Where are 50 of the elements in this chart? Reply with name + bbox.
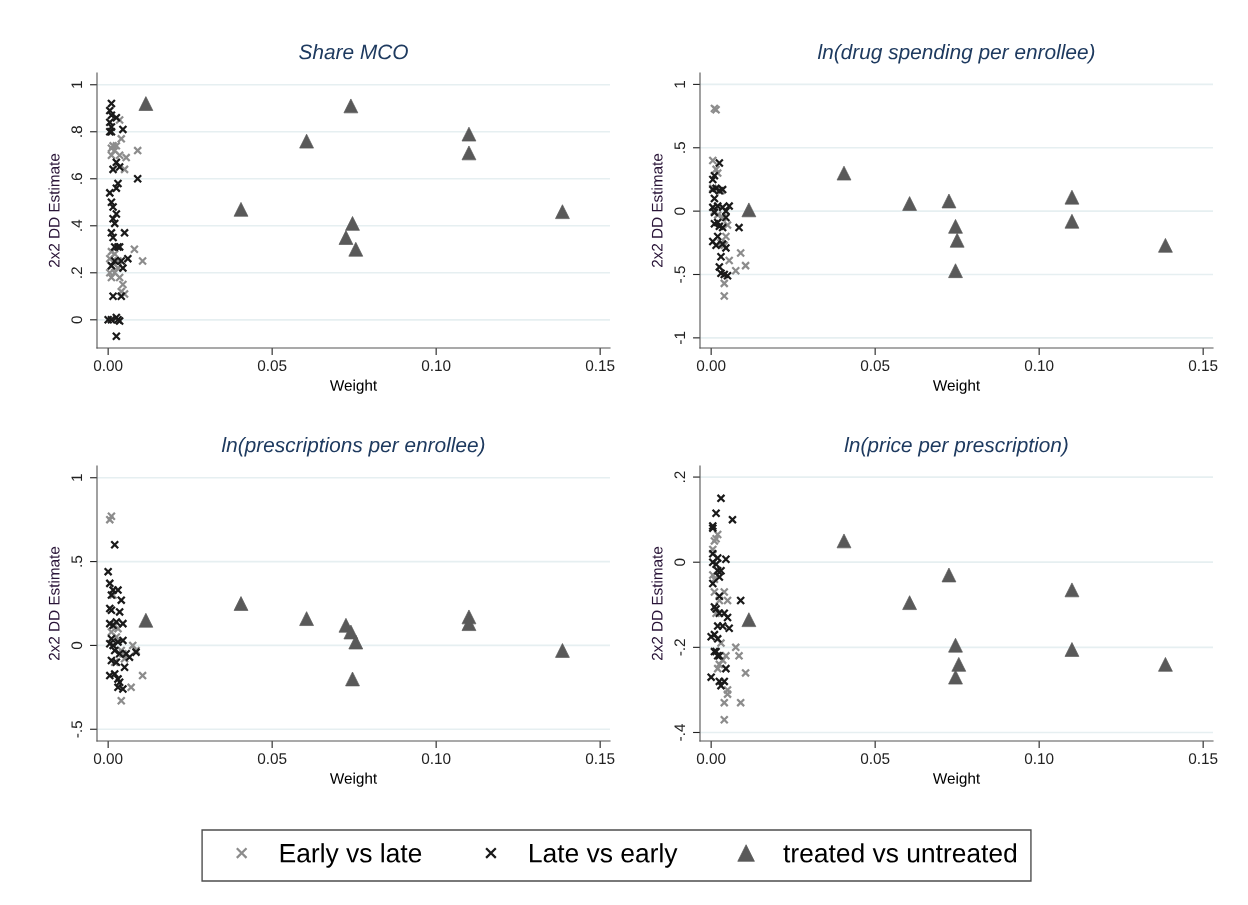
x-tick-label: 0.00 xyxy=(696,360,726,372)
legend-label: treated vs untreated xyxy=(783,843,1017,863)
y-tick-label: .4 xyxy=(71,219,83,231)
legend-label: Early vs late xyxy=(280,843,422,868)
y-tick-label: 0 xyxy=(71,316,83,324)
x-tick-label: 0.15 xyxy=(1188,753,1218,765)
x-tick-label: 0.05 xyxy=(860,753,890,765)
y-tick-label: 1 xyxy=(71,81,83,88)
y-tick-label: -1 xyxy=(674,331,686,344)
y-axis-title: 2x2 DD Estimate xyxy=(48,546,60,661)
y-tick-label: -.5 xyxy=(674,266,686,283)
legend-label: Late vs early xyxy=(530,843,678,868)
y-tick-label: .2 xyxy=(674,471,686,483)
chart-title: ln(price per prescription) xyxy=(844,437,1068,457)
y-tick-label: -.5 xyxy=(71,720,83,738)
x-tick-label: 0.10 xyxy=(1024,360,1054,372)
x-tick-label: 0.15 xyxy=(1188,360,1218,372)
x-tick-label: 0.00 xyxy=(93,360,123,372)
x-tick-label: 0.05 xyxy=(860,360,890,372)
x-tick-label: 0.05 xyxy=(257,360,287,372)
y-axis-title: 2x2 DD Estimate xyxy=(651,546,663,661)
x-tick-label: 0.00 xyxy=(696,753,726,765)
chart-title: Share MCO xyxy=(299,44,408,60)
y-tick-label: -.2 xyxy=(674,639,686,656)
y-axis-title: 2x2 DD Estimate xyxy=(651,153,663,268)
x-tick-label: 0.10 xyxy=(421,360,451,372)
x-tick-label: 0.05 xyxy=(257,753,287,765)
y-tick-label: .8 xyxy=(71,126,83,137)
y-tick-label: .5 xyxy=(71,555,83,567)
y-tick-label: .5 xyxy=(674,142,686,153)
x-axis-title: Weight xyxy=(932,772,981,787)
y-tick-label: 0 xyxy=(674,558,686,566)
y-tick-label: -.4 xyxy=(674,724,686,741)
x-axis-title: Weight xyxy=(329,379,378,394)
chart-title: ln(drug spending per enrollee) xyxy=(817,44,1095,64)
y-axis-title: 2x2 DD Estimate xyxy=(48,153,60,268)
y-tick-label: 1 xyxy=(674,80,686,88)
x-tick-label: 0.10 xyxy=(421,753,451,765)
x-tick-label: 0.10 xyxy=(1024,753,1054,765)
x-tick-label: 0.00 xyxy=(93,753,123,765)
y-tick-label: 1 xyxy=(71,474,83,481)
y-tick-label: .2 xyxy=(71,267,83,278)
y-tick-label: .6 xyxy=(71,173,83,184)
chart-title: ln(prescriptions per enrollee) xyxy=(221,437,485,457)
y-tick-label: 0 xyxy=(674,207,686,215)
x-tick-label: 0.15 xyxy=(585,753,615,765)
y-tick-label: 0 xyxy=(71,641,83,650)
x-tick-label: 0.15 xyxy=(585,360,615,372)
x-axis-title: Weight xyxy=(329,772,378,787)
x-axis-title: Weight xyxy=(932,379,981,394)
